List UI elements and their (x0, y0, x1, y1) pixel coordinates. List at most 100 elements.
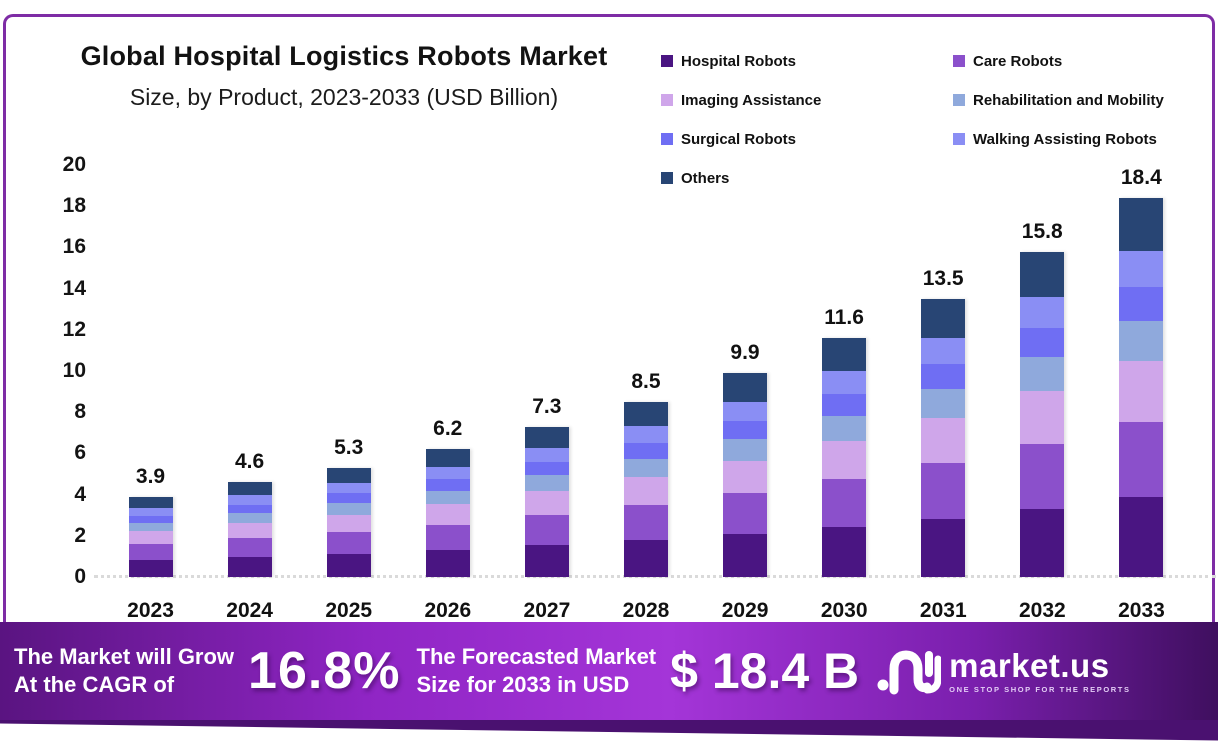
bar-segment (921, 389, 966, 419)
bar-stack (425, 449, 470, 577)
bar-segment (723, 439, 767, 461)
legend-column: Hospital Robots Imaging Assistance Surgica… (661, 50, 953, 206)
bar-total-label: 7.3 (532, 394, 562, 418)
bar-segment (524, 461, 569, 476)
bar-segment (326, 554, 371, 577)
y-tick-label: 16 (62, 235, 86, 259)
bar-total-label: 9.9 (730, 341, 760, 365)
bar-segment (1119, 321, 1164, 362)
bar-segment (425, 449, 470, 468)
chart-card: Global Hospital Logistics Robots Market … (3, 14, 1216, 622)
bar-stack (1119, 198, 1164, 577)
x-tick-label: 2028 (622, 599, 670, 622)
bar-segment (524, 545, 569, 577)
footer-banner: The Market will Grow At the CAGR of 16.8… (0, 622, 1218, 720)
legend-label: Walking Assisting Robots (973, 130, 1157, 148)
bar-stack (623, 401, 668, 577)
brand-text: market.us ONE STOP SHOP FOR THE REPORTS (949, 649, 1130, 694)
y-tick-label: 2 (74, 523, 86, 547)
bar-2027: 7.3 (524, 165, 569, 577)
bar-segment (1119, 361, 1164, 422)
legend-item: Rehabilitation and Mobility (953, 89, 1164, 111)
bar-2031: 13.5 (921, 165, 966, 577)
cagr-caption: The Market will Grow At the CAGR of (14, 643, 234, 699)
bar-segment (921, 298, 966, 338)
bar-2029: 9.9 (723, 165, 767, 577)
bar-2023: 3.9 (128, 165, 173, 577)
bar-segment (227, 538, 272, 558)
legend-label: Surgical Robots (681, 130, 797, 148)
bar-segment (227, 482, 272, 496)
bar-segment (623, 477, 668, 506)
bar-segment (128, 531, 173, 545)
legend-label: Rehabilitation and Mobility (973, 91, 1164, 109)
legend-label: Care Robots (973, 52, 1063, 70)
x-tick-label: 2033 (1118, 599, 1165, 622)
x-tick-label: 2023 (127, 599, 174, 622)
bar-segment (723, 421, 767, 440)
bar-segment (425, 504, 470, 525)
bar-segment (1020, 391, 1065, 444)
legend-item: Care Robots (953, 50, 1164, 72)
brand-name: market.us (949, 646, 1110, 684)
forecast-caption-line1: The Forecasted Market (416, 644, 657, 669)
bar-stack (227, 482, 272, 577)
bar-segment (1119, 497, 1164, 577)
brand-tagline: ONE STOP SHOP FOR THE REPORTS (949, 684, 1131, 694)
bar-segment (1119, 421, 1164, 498)
bar-segment (425, 467, 470, 480)
bar-segment (623, 458, 668, 478)
bar-segment (326, 503, 371, 515)
bar-segment (326, 483, 371, 494)
cagr-caption-line1: The Market will Grow (14, 644, 235, 669)
bar-segment (623, 426, 668, 444)
forecast-value: $ 18.4 B (670, 643, 860, 699)
legend-item: Surgical Robots (661, 128, 953, 150)
bar-stack (723, 373, 767, 577)
legend-item: Others (661, 167, 953, 189)
bar-segment (326, 493, 371, 504)
bar-segment (921, 337, 966, 365)
bar-2032: 15.8 (1020, 165, 1065, 577)
bar-total-label: 8.5 (631, 369, 661, 393)
bar-stack (822, 338, 867, 577)
bar-segment (623, 540, 668, 577)
bar-segment (128, 544, 173, 561)
bar-segment (227, 557, 272, 577)
bar-segment (822, 394, 867, 416)
forecast-caption: The Forecasted Market Size for 2033 in U… (417, 643, 657, 699)
y-tick-label: 6 (74, 441, 86, 465)
legend-item: Walking Assisting Robots (953, 128, 1164, 150)
legend-label: Imaging Assistance (681, 91, 822, 109)
y-tick-label: 10 (62, 359, 86, 382)
y-tick-label: 12 (62, 317, 86, 341)
x-tick-label: 2027 (523, 599, 571, 622)
x-tick-label: 2024 (226, 599, 273, 622)
bar-segment (425, 550, 470, 577)
chart-title: Global Hospital Logistics Robots Market (80, 41, 608, 71)
x-tick-label: 2029 (721, 599, 769, 622)
bar-segment (425, 490, 470, 505)
bar-segment (921, 364, 966, 390)
bar-segment (1020, 508, 1065, 577)
bar-total-label: 13.5 (922, 266, 964, 290)
bar-segment (822, 371, 867, 395)
bar-segment (128, 515, 173, 523)
x-tick-label: 2025 (325, 599, 373, 622)
bar-segment (921, 518, 966, 577)
bar-total-label: 3.9 (135, 464, 166, 488)
legend-column: Care Robots Rehabilitation and Mobility Wa… (953, 50, 1164, 206)
bar-segment (1020, 443, 1065, 509)
bar-segment (227, 512, 272, 523)
y-tick-label: 0 (74, 565, 86, 588)
brand-logo: market.us ONE STOP SHOP FOR THE REPORTS (877, 647, 1130, 695)
bar-stack (524, 426, 569, 577)
bar-segment (128, 508, 173, 516)
bar-segment (524, 475, 569, 492)
bar-total-label: 4.6 (235, 450, 265, 474)
bar-segment (128, 560, 173, 577)
bar-segment (822, 440, 867, 479)
legend-swatch-icon (661, 133, 673, 145)
bar-total-label: 11.6 (824, 306, 864, 330)
